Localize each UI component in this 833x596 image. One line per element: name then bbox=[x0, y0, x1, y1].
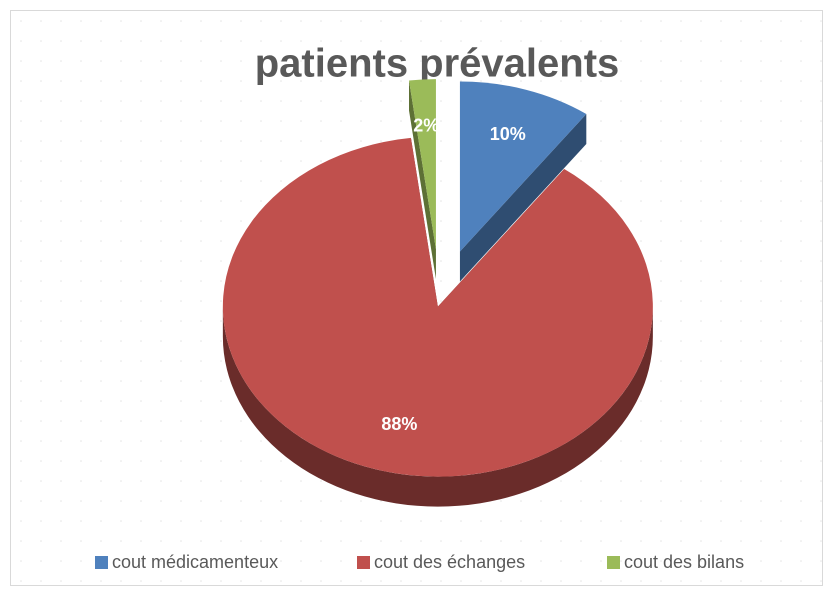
legend: cout médicamenteux cout des échanges cout … bbox=[95, 552, 744, 572]
chart-title: patients prévalents bbox=[255, 42, 620, 86]
legend-swatch bbox=[95, 556, 108, 569]
slice-edge bbox=[409, 80, 436, 280]
slice bbox=[409, 79, 436, 250]
data-label: 10% bbox=[490, 124, 526, 144]
slice bbox=[459, 81, 587, 252]
slice-edge bbox=[459, 113, 587, 282]
legend-label: cout des bilans bbox=[624, 552, 744, 572]
slice-side bbox=[222, 306, 653, 507]
data-label: 2% bbox=[413, 116, 439, 136]
data-label: 88% bbox=[381, 414, 417, 434]
slice bbox=[222, 137, 653, 477]
legend-label: cout des échanges bbox=[374, 552, 525, 572]
legend-swatch bbox=[607, 556, 620, 569]
legend-label: cout médicamenteux bbox=[112, 552, 278, 572]
pie: 10% 88% 2% bbox=[222, 79, 653, 507]
legend-swatch bbox=[357, 556, 370, 569]
